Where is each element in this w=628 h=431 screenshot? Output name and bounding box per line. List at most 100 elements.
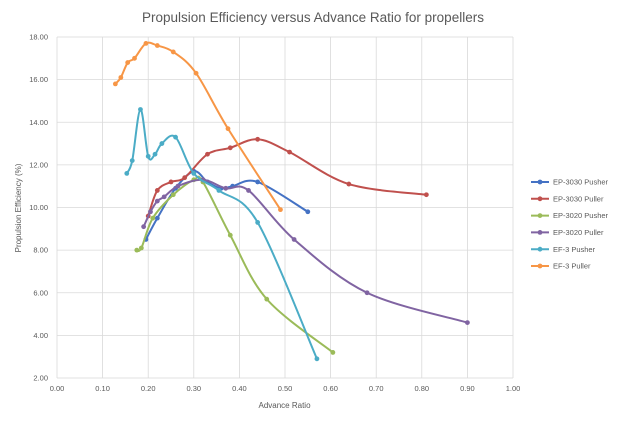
x-tick-label: 0.80 xyxy=(414,384,429,393)
data-point xyxy=(193,70,199,76)
series-4 xyxy=(141,177,470,325)
legend-swatch-marker xyxy=(537,196,543,202)
series-layer xyxy=(112,40,470,362)
axes: 0.00 0.10 0.20 0.30 0.40 0.50 0.60 0.70 0.80 0.90… xyxy=(29,33,520,394)
data-point xyxy=(227,145,233,151)
data-point xyxy=(346,181,352,187)
legend-label: EP-3020 Pusher xyxy=(553,211,609,220)
data-point xyxy=(173,134,178,140)
y-tick-label: 10.00 xyxy=(29,203,48,212)
legend-label: EF-3 Pusher xyxy=(553,245,596,254)
y-tick-label: 14.00 xyxy=(29,118,48,127)
x-tick-label: 0.10 xyxy=(95,384,110,393)
data-point xyxy=(118,75,124,80)
data-point xyxy=(205,151,210,157)
x-tick-label: 0.40 xyxy=(232,384,247,393)
data-point xyxy=(159,141,165,146)
data-point xyxy=(278,207,283,213)
data-point xyxy=(168,179,174,185)
data-point xyxy=(124,171,130,176)
y-axis-title: Propulsion Efficiency (%) xyxy=(14,163,23,252)
data-point xyxy=(255,136,261,142)
x-tick-label: 0.90 xyxy=(460,384,475,393)
data-point xyxy=(465,320,470,325)
series-line xyxy=(114,41,282,211)
series-3 xyxy=(134,175,336,355)
legend-item: EF-3 Puller xyxy=(531,262,591,271)
series-line xyxy=(125,108,318,360)
series-2 xyxy=(145,136,429,219)
legend: EP-3030 Pusher EP-3030 Puller EP-3020 Push… xyxy=(531,178,609,271)
data-point xyxy=(150,215,156,221)
legend-label: EP-3020 Puller xyxy=(553,228,604,237)
legend-label: EP-3030 Puller xyxy=(553,194,604,203)
data-point xyxy=(287,149,292,155)
data-point xyxy=(132,55,137,61)
data-point xyxy=(145,153,151,159)
y-tick-label: 12.00 xyxy=(29,160,48,169)
y-tick-label: 16.00 xyxy=(29,75,48,84)
data-point xyxy=(154,43,160,48)
y-tick-label: 18.00 xyxy=(29,33,48,42)
x-tick-label: 0.00 xyxy=(50,384,65,393)
data-point xyxy=(305,209,311,215)
x-tick-label: 0.60 xyxy=(323,384,338,393)
data-point xyxy=(216,188,222,193)
data-point xyxy=(314,356,320,362)
series-line xyxy=(147,138,428,218)
data-point xyxy=(138,245,144,251)
data-point xyxy=(223,185,229,191)
data-point xyxy=(264,296,270,302)
data-point xyxy=(141,224,147,230)
data-point xyxy=(154,215,160,221)
data-point xyxy=(364,290,370,296)
data-point xyxy=(125,60,131,65)
x-tick-label: 1.00 xyxy=(506,384,521,393)
data-point xyxy=(129,158,135,164)
legend-swatch-marker xyxy=(537,230,543,235)
data-point xyxy=(154,198,160,204)
legend-swatch-marker xyxy=(537,246,543,252)
series-5 xyxy=(124,107,320,362)
data-point xyxy=(152,151,158,157)
data-point xyxy=(112,81,118,87)
legend-swatch-marker xyxy=(537,179,543,185)
legend-item: EP-3020 Pusher xyxy=(531,211,609,220)
data-point xyxy=(134,247,140,253)
y-tick-label: 6.00 xyxy=(33,288,48,297)
y-tick-label: 8.00 xyxy=(33,246,48,255)
data-point xyxy=(191,171,197,176)
data-point xyxy=(255,220,261,225)
data-point xyxy=(154,188,160,193)
series-line xyxy=(142,178,469,324)
data-point xyxy=(138,107,143,112)
data-point xyxy=(291,237,297,242)
series-6 xyxy=(112,40,283,213)
chart-title: Propulsion Efficiency versus Advance Rat… xyxy=(142,10,484,25)
y-tick-label: 2.00 xyxy=(33,374,48,383)
data-point xyxy=(170,49,176,55)
x-tick-label: 0.30 xyxy=(186,384,201,393)
x-tick-label: 0.20 xyxy=(141,384,156,393)
gridlines xyxy=(56,36,514,379)
legend-swatch-marker xyxy=(537,263,543,269)
x-tick-label: 0.50 xyxy=(278,384,293,393)
data-point xyxy=(255,179,261,185)
legend-item: EF-3 Pusher xyxy=(531,245,596,254)
data-point xyxy=(182,175,188,181)
legend-item: EP-3020 Puller xyxy=(531,228,604,237)
data-point xyxy=(246,188,251,193)
legend-item: EP-3030 Puller xyxy=(531,194,604,203)
data-point xyxy=(170,192,176,198)
data-point xyxy=(143,40,149,46)
y-tick-label: 4.00 xyxy=(33,331,48,340)
legend-label: EF-3 Puller xyxy=(553,262,591,271)
legend-item: EP-3030 Pusher xyxy=(531,178,609,187)
legend-label: EP-3030 Pusher xyxy=(553,178,609,187)
data-point xyxy=(227,232,233,238)
data-point xyxy=(148,209,153,215)
x-tick-label: 0.70 xyxy=(369,384,384,393)
x-axis-title: Advance Ratio xyxy=(258,401,311,410)
